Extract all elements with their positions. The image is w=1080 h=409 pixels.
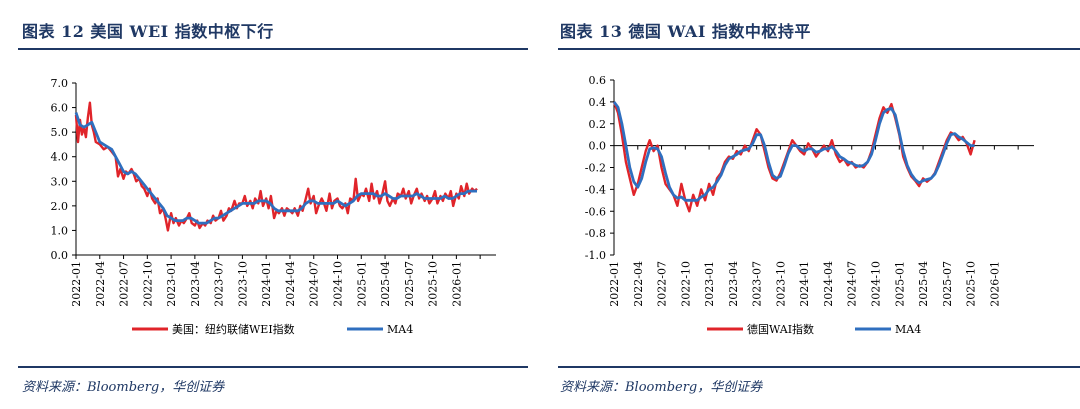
x-tick-label: 2024-07 xyxy=(846,261,859,307)
source-divider xyxy=(558,366,1080,368)
x-tick-label: 2025-01 xyxy=(893,261,906,307)
y-tick-label: 0.0 xyxy=(51,249,69,262)
x-tick-label: 2024-07 xyxy=(308,261,321,307)
source-note: 资料来源：Bloomberg，华创证券 xyxy=(560,380,763,395)
x-tick-label: 2024-01 xyxy=(798,261,811,307)
chart-panel-us-wei: 图表 12 美国 WEI 指数中枢下行 0.0 1.0 2.0 3.0 4.0 5.0 6.… xyxy=(0,0,528,409)
x-tick-label: 2022-10 xyxy=(141,261,154,307)
y-tick-label: 6.0 xyxy=(51,102,69,115)
x-tick-label: 2022-04 xyxy=(632,261,645,307)
x-tick-label: 2023-10 xyxy=(236,261,249,307)
y-tick-label: 5.0 xyxy=(51,126,69,139)
x-tick-label: 2023-04 xyxy=(189,261,202,307)
x-tick-label: 2023-07 xyxy=(213,261,226,307)
y-tick-label: 0.0 xyxy=(589,140,607,153)
chart-title: 图表 12 美国 WEI 指数中枢下行 xyxy=(22,22,274,41)
y-tick-label: -0.8 xyxy=(585,227,606,240)
y-tick-label: 0.4 xyxy=(589,96,607,109)
y-tick-label: 0.6 xyxy=(589,74,607,87)
y-tick-label: -0.4 xyxy=(585,183,606,196)
x-tick-label: 2025-04 xyxy=(379,261,392,307)
series-line-raw xyxy=(612,101,976,213)
title-divider xyxy=(18,48,528,50)
y-tick-label: 3.0 xyxy=(51,175,69,188)
x-tick-label: 2025-01 xyxy=(355,261,368,307)
de-wai-line-chart: -1.0 -0.8 -0.6 -0.4 -0.2 0.0 0.2 0.4 0.6 2022-01 2… xyxy=(585,74,1034,336)
y-tick-label: 4.0 xyxy=(51,151,69,164)
x-tick-label: 2025-04 xyxy=(917,261,930,307)
x-tick-label: 2023-10 xyxy=(774,261,787,307)
us-wei-line-chart: 0.0 1.0 2.0 3.0 4.0 5.0 6.0 7.0 2022-01 2022-04 20… xyxy=(51,77,496,336)
x-tick-label: 2024-10 xyxy=(870,261,883,307)
x-tick-label: 2022-07 xyxy=(118,261,131,307)
y-tick-label: 1.0 xyxy=(51,224,69,237)
legend-label-ma4: MA4 xyxy=(895,323,921,336)
legend-label-raw: 德国WAI指数 xyxy=(747,322,814,336)
x-tick-label: 2024-04 xyxy=(284,261,297,307)
y-tick-label: -0.2 xyxy=(585,162,606,175)
y-tick-label: -0.6 xyxy=(585,205,606,218)
series-line-ma4 xyxy=(74,112,477,225)
chart-title: 图表 13 德国 WAI 指数中枢持平 xyxy=(560,22,811,41)
x-tick-label: 2022-01 xyxy=(70,261,83,307)
x-tick-label: 2023-07 xyxy=(751,261,764,307)
x-tick-label: 2023-01 xyxy=(165,261,178,307)
x-tick-label: 2022-04 xyxy=(94,261,107,307)
x-tick-label: 2023-01 xyxy=(703,261,716,307)
legend-label-raw: 美国：纽约联储WEI指数 xyxy=(172,322,295,336)
y-tick-label: 7.0 xyxy=(51,77,69,90)
chart-panel-de-wai: 图表 13 德国 WAI 指数中枢持平 -1.0 -0.8 -0.6 -0.4 -0.2… xyxy=(552,0,1080,409)
x-tick-label: 2024-10 xyxy=(332,261,345,307)
source-note: 资料来源：Bloomberg，华创证券 xyxy=(22,380,225,395)
y-tick-label: 2.0 xyxy=(51,200,69,213)
x-tick-label: 2024-04 xyxy=(822,261,835,307)
x-tick-label: 2022-07 xyxy=(656,261,669,307)
x-tick-label: 2024-01 xyxy=(260,261,273,307)
x-tick-label: 2025-07 xyxy=(403,261,416,307)
x-tick-label: 2026-01 xyxy=(450,261,463,307)
series-line-ma4 xyxy=(612,101,975,202)
x-tick-label: 2025-07 xyxy=(941,261,954,307)
legend-label-ma4: MA4 xyxy=(387,323,413,336)
x-tick-label: 2026-01 xyxy=(988,261,1001,307)
x-tick-label: 2022-01 xyxy=(608,261,621,307)
title-divider xyxy=(558,48,1080,50)
y-tick-label: -1.0 xyxy=(585,249,606,262)
x-tick-label: 2025-10 xyxy=(965,261,978,307)
x-tick-label: 2023-04 xyxy=(727,261,740,307)
x-tick-label: 2022-10 xyxy=(679,261,692,307)
x-tick-label: 2025-10 xyxy=(427,261,440,307)
y-tick-label: 0.2 xyxy=(589,118,607,131)
source-divider xyxy=(18,366,528,368)
